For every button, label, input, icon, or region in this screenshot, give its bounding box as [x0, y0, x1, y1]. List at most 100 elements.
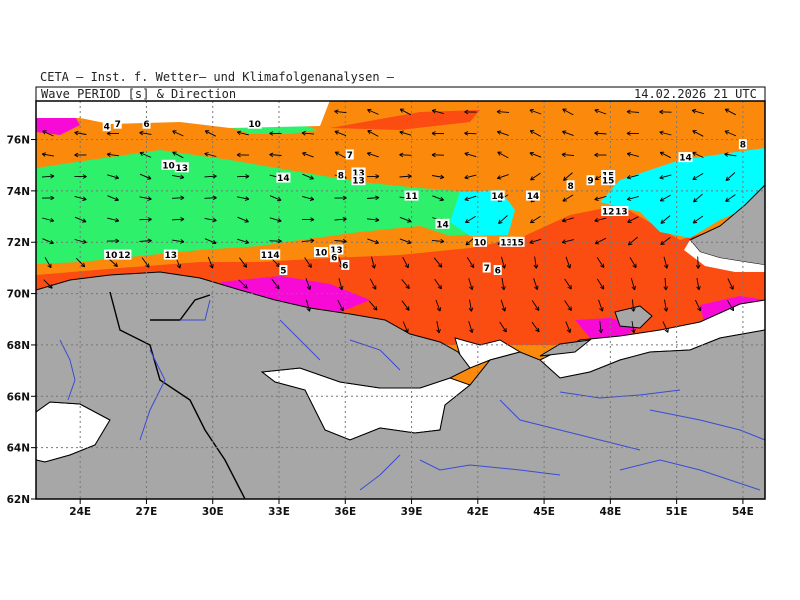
map-title: Wave PERIOD [s] & Direction [41, 87, 237, 101]
wave-arrow [204, 238, 217, 245]
wave-arrow [139, 173, 152, 180]
wave-arrow [334, 151, 347, 159]
wave-arrow [695, 256, 701, 269]
wave-arrow [334, 238, 347, 244]
wave-arrow [366, 195, 380, 201]
wave-arrow [367, 108, 379, 115]
wave-arrow [627, 236, 638, 246]
land-kanin [539, 339, 592, 357]
wave-arrow [562, 130, 574, 137]
wave-arrow [207, 256, 214, 269]
wave-arrow [107, 195, 119, 202]
wave-arrow [468, 321, 474, 334]
wave-arrow [302, 151, 314, 158]
period-label: 10 [315, 249, 328, 259]
wave-arrow [401, 279, 410, 290]
wave-arrow [305, 299, 311, 312]
period-label-bg [526, 190, 540, 201]
wave-arrow [596, 278, 605, 290]
period-label-bg [247, 118, 262, 129]
land-novaya-zemlya [689, 184, 765, 266]
period-label: 11 [405, 192, 418, 202]
lon-tick-label: 54E [732, 506, 754, 518]
period-label-bg [104, 249, 119, 260]
wave-arrow [75, 257, 86, 268]
period-label-bg [314, 247, 328, 258]
period-label: 6 [342, 261, 348, 271]
wave-arrow [659, 130, 672, 136]
wave-arrow [106, 131, 119, 136]
wave-arrow [660, 237, 671, 246]
wave-arrow [631, 321, 636, 334]
period-label: 7 [484, 264, 490, 274]
wave-arrow [399, 216, 412, 223]
wave-arrow [531, 300, 540, 311]
wave-arrow [366, 151, 379, 158]
wave-arrow [629, 257, 637, 269]
period-label: 12 [118, 251, 131, 261]
wave-arrow [530, 172, 541, 181]
period-label-bg [276, 172, 291, 183]
lon-tick-label: 33E [268, 506, 290, 518]
wave-arrow [74, 152, 87, 158]
lon-tick-label: 48E [599, 506, 621, 518]
wave-arrow [435, 299, 442, 312]
period-label-bg [341, 259, 350, 270]
period-label: 14 [679, 154, 692, 164]
wave-arrow [237, 196, 250, 201]
wave-arrow [561, 239, 574, 244]
wave-arrow [626, 131, 640, 136]
wave-arrow [301, 217, 315, 222]
period-label: 8 [567, 182, 573, 192]
period-label: 7 [347, 151, 353, 161]
wave-arrow [431, 109, 444, 115]
period-label-bg [435, 218, 450, 229]
wave-arrow [531, 321, 540, 333]
period-label: 7 [115, 120, 121, 130]
period-label: 13 [165, 251, 178, 261]
rivers [59, 299, 765, 491]
wave-arrow [141, 257, 150, 268]
wave-arrow [334, 216, 347, 222]
period-label: 13 [500, 238, 513, 248]
wave-arrow [727, 278, 734, 290]
wave-arrow [724, 152, 737, 157]
lon-tick-label: 45E [533, 506, 555, 518]
period-label-bg [174, 162, 189, 173]
period-label-bg [260, 249, 281, 260]
wave-arrow [204, 173, 217, 179]
period-label-bg [404, 190, 419, 201]
wave-arrow [301, 238, 315, 244]
wave-arrow [402, 321, 409, 333]
wave-arrow [660, 215, 671, 224]
lon-tick-label: 27E [136, 506, 158, 518]
period-label-bg [351, 175, 366, 186]
graticule [36, 101, 765, 499]
wave-arrow [498, 215, 508, 224]
wave-arrow [42, 130, 54, 137]
wave-arrow [464, 151, 477, 158]
wave-arrow [626, 109, 640, 115]
wave-arrow [269, 152, 282, 158]
period-label-bg [678, 152, 693, 163]
wave-arrow [302, 173, 314, 180]
wave-arrow [139, 130, 152, 136]
wave-arrow [500, 256, 506, 269]
wave-arrow [334, 195, 347, 201]
period-label-bg [499, 236, 514, 247]
period-label: 13 [352, 169, 365, 179]
wave-arrow [366, 217, 380, 223]
wave-arrow [663, 256, 669, 269]
wave-arrow [727, 300, 735, 312]
wave-arrow [368, 300, 378, 311]
land-kolguev [614, 305, 653, 329]
lat-tick-label: 76N [7, 135, 30, 147]
period-label: 5 [280, 267, 286, 277]
wave-arrow [594, 108, 607, 115]
period-label-bg [102, 121, 111, 132]
wave-arrow [561, 217, 574, 223]
wave-arrow [42, 217, 55, 223]
wave-arrow [594, 130, 607, 136]
wave-arrow [565, 256, 572, 269]
credit-text: CETA — Inst. f. Wetter— und Klimafolgena… [40, 70, 395, 84]
